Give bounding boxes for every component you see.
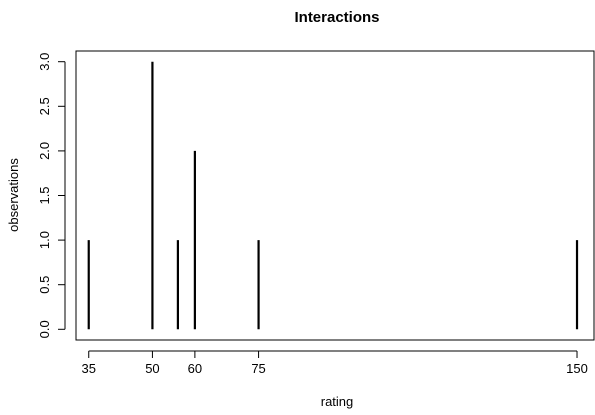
y-tick-label-2.0: 2.0 bbox=[37, 142, 52, 160]
y-axis-title: observations bbox=[6, 158, 21, 232]
x-axis: 35 50 60 75 150 bbox=[82, 350, 588, 376]
bars-layer bbox=[87, 61, 579, 330]
y-tick-label-1.5: 1.5 bbox=[37, 186, 52, 204]
y-axis: 0.0 0.5 1.0 1.5 2.0 2.5 3.0 bbox=[37, 53, 66, 338]
x-tick-label-35: 35 bbox=[82, 361, 96, 376]
y-tick-label-1.0: 1.0 bbox=[37, 231, 52, 249]
plot-box bbox=[75, 50, 595, 341]
x-tick-label-50: 50 bbox=[145, 361, 159, 376]
x-tick-label-75: 75 bbox=[251, 361, 265, 376]
y-tick-label-0.0: 0.0 bbox=[37, 320, 52, 338]
chart-title: Interactions bbox=[294, 9, 379, 26]
y-tick-label-0.5: 0.5 bbox=[37, 276, 52, 294]
x-axis-title: rating bbox=[321, 394, 354, 409]
x-tick-label-60: 60 bbox=[188, 361, 202, 376]
y-tick-label-3.0: 3.0 bbox=[37, 53, 52, 71]
y-tick-label-2.5: 2.5 bbox=[37, 97, 52, 115]
x-tick-label-150: 150 bbox=[566, 361, 588, 376]
